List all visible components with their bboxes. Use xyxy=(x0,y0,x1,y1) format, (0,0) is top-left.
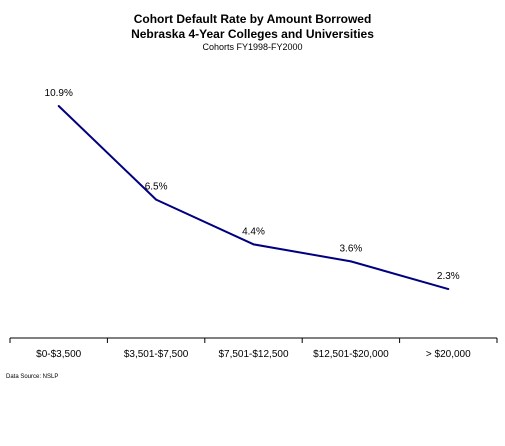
chart-title: Cohort Default Rate by Amount Borrowed xyxy=(133,12,372,26)
data-point xyxy=(57,104,60,107)
data-label: 6.5% xyxy=(145,182,168,193)
x-tick-label: $3,501-$7,500 xyxy=(124,349,189,360)
series-line-layer xyxy=(57,104,450,291)
tick-label-layer: $0-$3,500 $3,501-$7,500 $7,501-$12,500 $12,… xyxy=(36,349,471,360)
data-label: 10.9% xyxy=(45,88,73,99)
data-point xyxy=(349,260,352,263)
x-tick-label: $12,501-$20,000 xyxy=(313,349,389,360)
chart-note: Cohorts FY1998-FY2000 xyxy=(202,42,303,52)
chart-subtitle: Nebraska 4-Year Colleges and Universitie… xyxy=(131,27,374,41)
axis-layer xyxy=(9,337,498,343)
data-point xyxy=(155,198,158,201)
data-point xyxy=(447,288,450,291)
data-source-note: Data Source: NSLP xyxy=(6,374,59,380)
data-label: 3.6% xyxy=(340,243,363,254)
x-tick-label: > $20,000 xyxy=(426,349,471,360)
data-label: 2.3% xyxy=(437,271,460,282)
data-label-layer: 10.9% 6.5% 4.4% 3.6% 2.3% xyxy=(45,88,460,282)
x-tick-label: $7,501-$12,500 xyxy=(218,349,289,360)
data-point xyxy=(252,243,255,246)
x-tick-label: $0-$3,500 xyxy=(36,349,81,360)
data-label: 4.4% xyxy=(242,226,265,237)
series-line xyxy=(58,105,449,291)
